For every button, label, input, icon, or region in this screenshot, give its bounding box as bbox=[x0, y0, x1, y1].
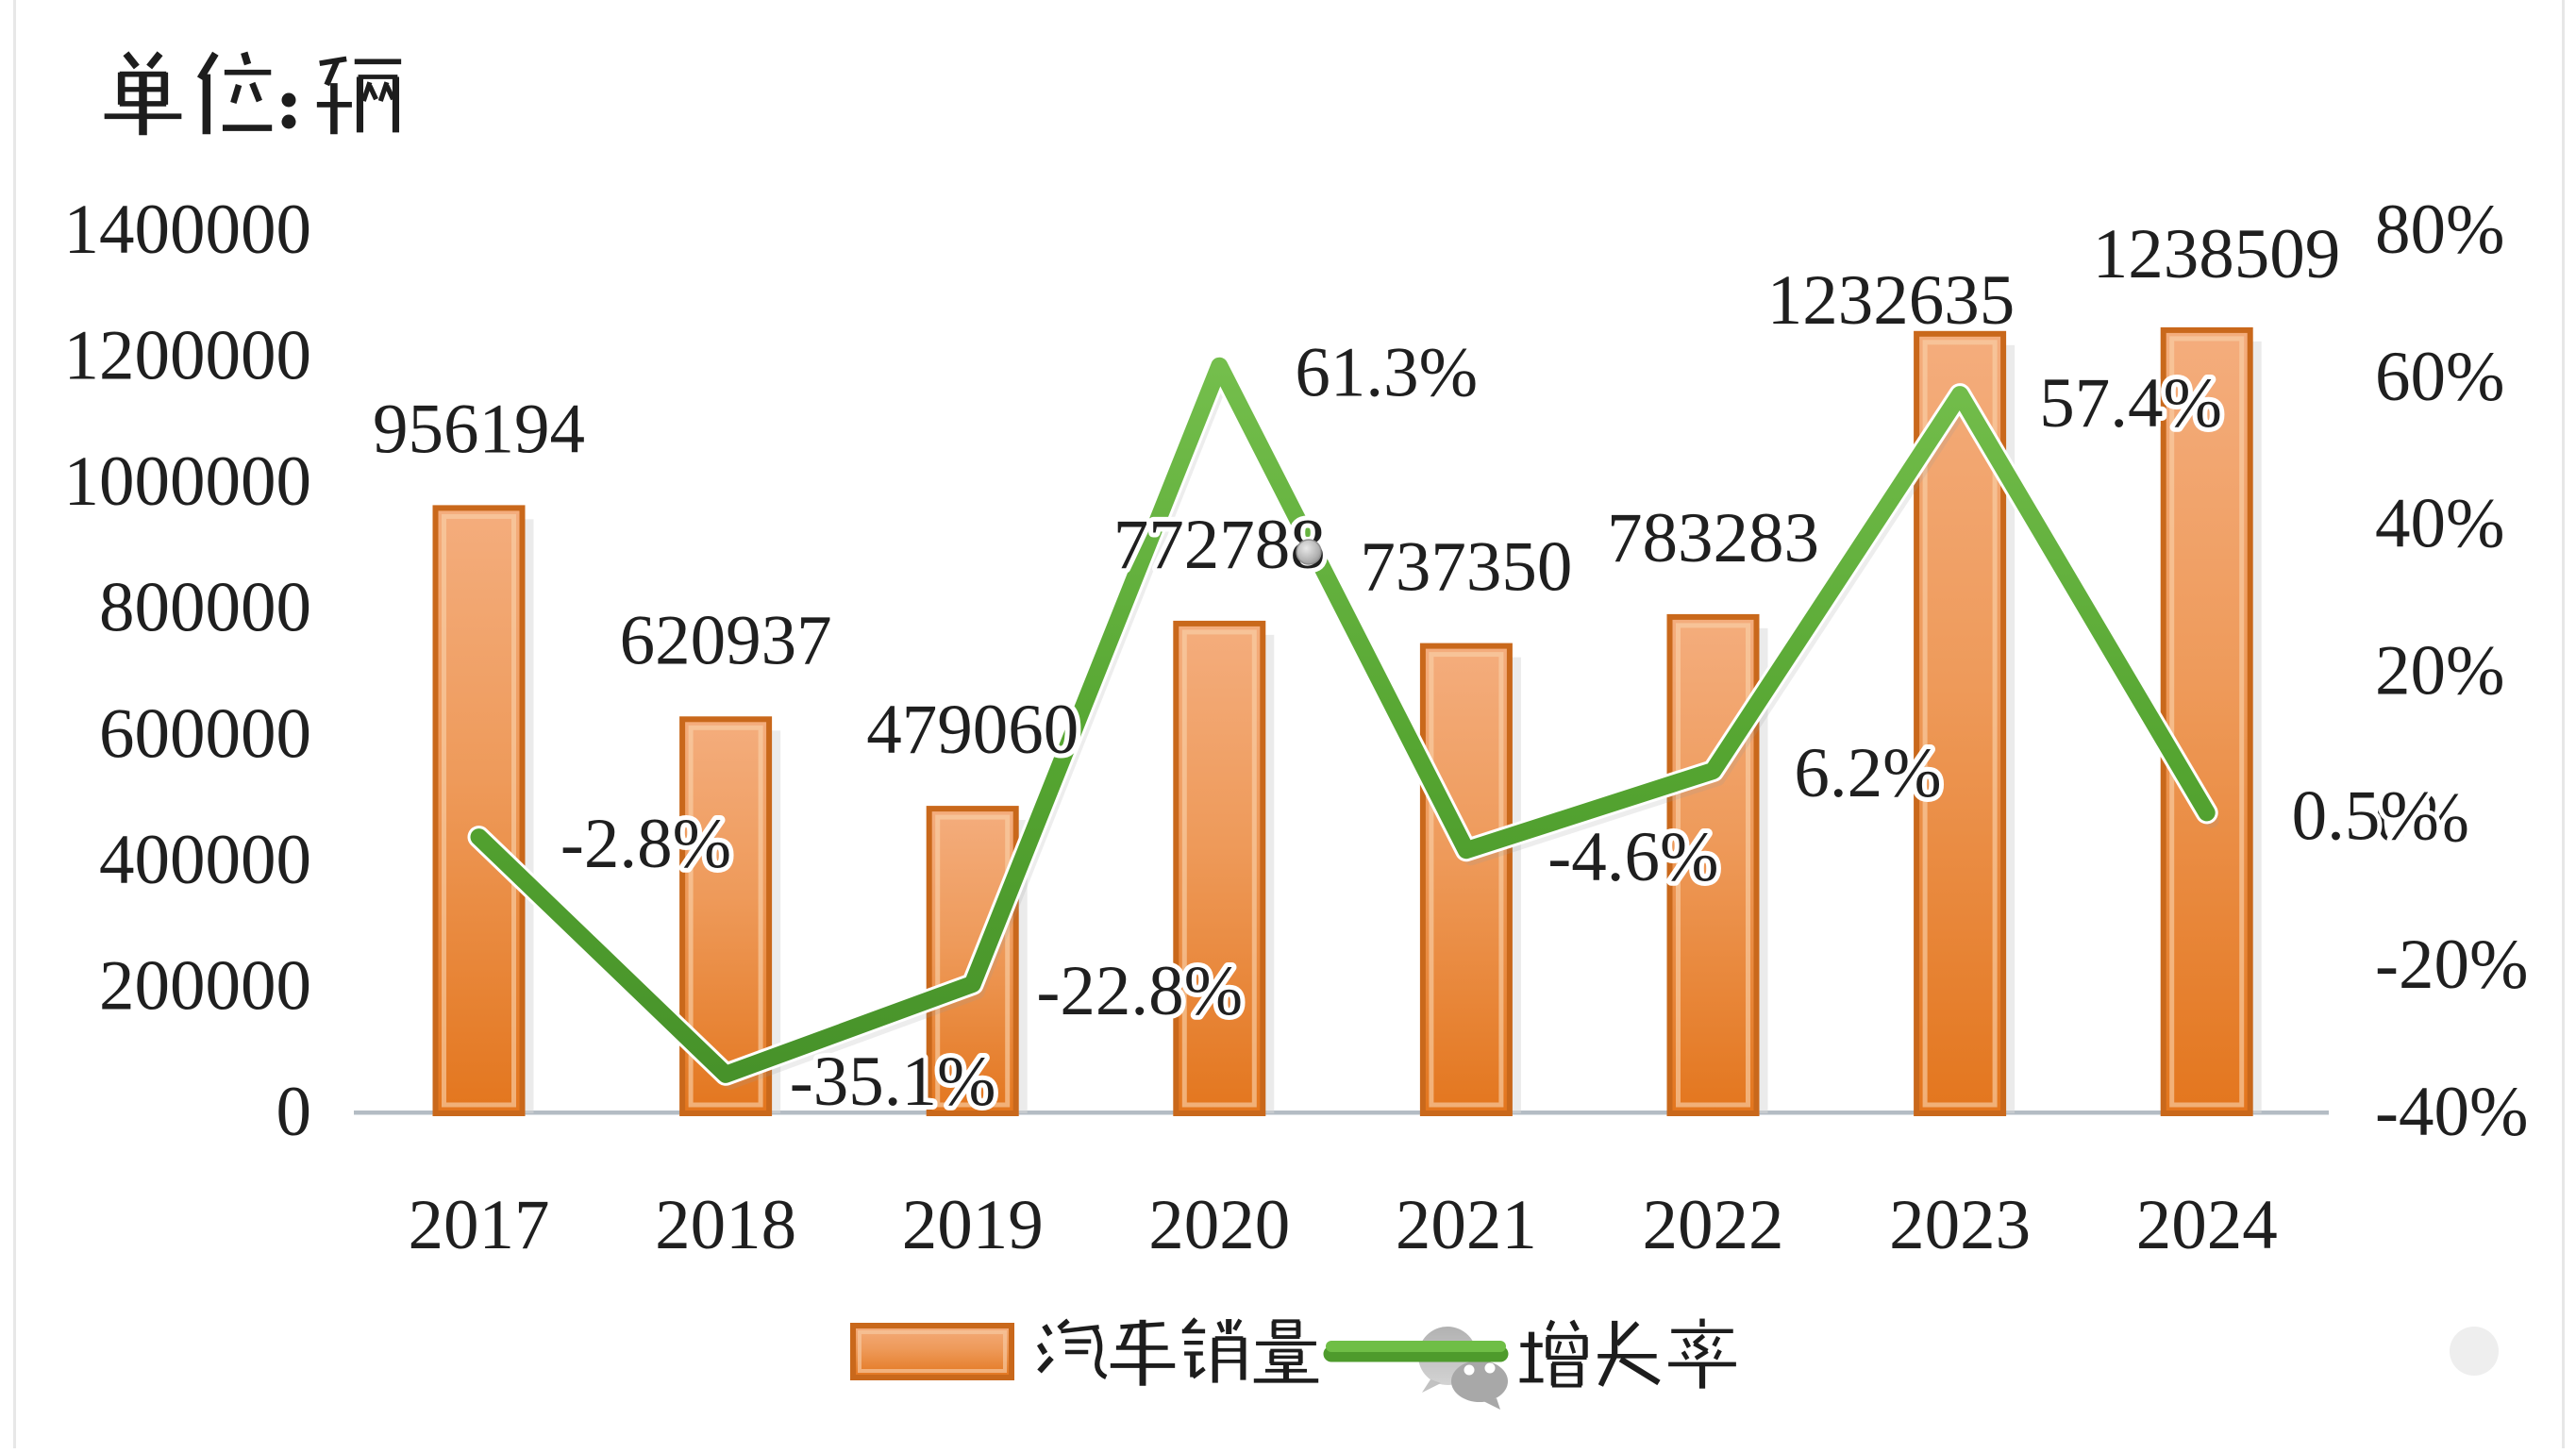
svg-text:2021: 2021 bbox=[1396, 1186, 1537, 1264]
svg-text:800000: 800000 bbox=[99, 569, 311, 647]
svg-text:80%: 80% bbox=[2375, 191, 2504, 269]
svg-text:2023: 2023 bbox=[1889, 1186, 2031, 1264]
svg-text:2022: 2022 bbox=[1643, 1186, 1784, 1264]
svg-text:-4.6%: -4.6% bbox=[1547, 818, 1718, 896]
svg-text:20%: 20% bbox=[2375, 632, 2504, 710]
svg-text:783283: 783283 bbox=[1607, 499, 1819, 577]
svg-text:2018: 2018 bbox=[655, 1186, 796, 1264]
svg-text:0.5%: 0.5% bbox=[2292, 777, 2439, 855]
svg-text:40%: 40% bbox=[2375, 485, 2504, 563]
svg-text:1200000: 1200000 bbox=[64, 317, 312, 395]
svg-text:-22.8%: -22.8% bbox=[1036, 952, 1243, 1030]
svg-text:2017: 2017 bbox=[409, 1186, 550, 1264]
svg-text:479060: 479060 bbox=[866, 691, 1079, 769]
svg-text:772788: 772788 bbox=[1113, 506, 1326, 584]
svg-text:1232635: 1232635 bbox=[1767, 261, 2016, 340]
svg-text:2020: 2020 bbox=[1148, 1186, 1290, 1264]
svg-text:2024: 2024 bbox=[2136, 1186, 2278, 1264]
svg-text:-35.1%: -35.1% bbox=[790, 1043, 996, 1121]
svg-text:400000: 400000 bbox=[99, 821, 311, 899]
svg-text:60%: 60% bbox=[2375, 338, 2504, 416]
svg-text:200000: 200000 bbox=[99, 946, 311, 1025]
svg-text:600000: 600000 bbox=[99, 694, 311, 773]
svg-text:1238509: 1238509 bbox=[2093, 215, 2341, 293]
svg-text:620937: 620937 bbox=[620, 601, 832, 679]
svg-text:-20%: -20% bbox=[2375, 926, 2528, 1004]
svg-text:57.4%: 57.4% bbox=[2039, 364, 2222, 443]
svg-text:-2.8%: -2.8% bbox=[560, 805, 731, 883]
svg-text:0%: 0% bbox=[2375, 778, 2469, 857]
svg-text:737350: 737350 bbox=[1360, 528, 1572, 607]
svg-text:1400000: 1400000 bbox=[64, 191, 312, 269]
svg-text:956194: 956194 bbox=[373, 390, 585, 468]
svg-text:2019: 2019 bbox=[902, 1186, 1044, 1264]
svg-text:6.2%: 6.2% bbox=[1794, 734, 1941, 812]
svg-text:61.3%: 61.3% bbox=[1295, 334, 1478, 412]
svg-text:1000000: 1000000 bbox=[64, 443, 312, 521]
svg-text:0: 0 bbox=[276, 1073, 312, 1151]
svg-text:-40%: -40% bbox=[2375, 1073, 2528, 1151]
